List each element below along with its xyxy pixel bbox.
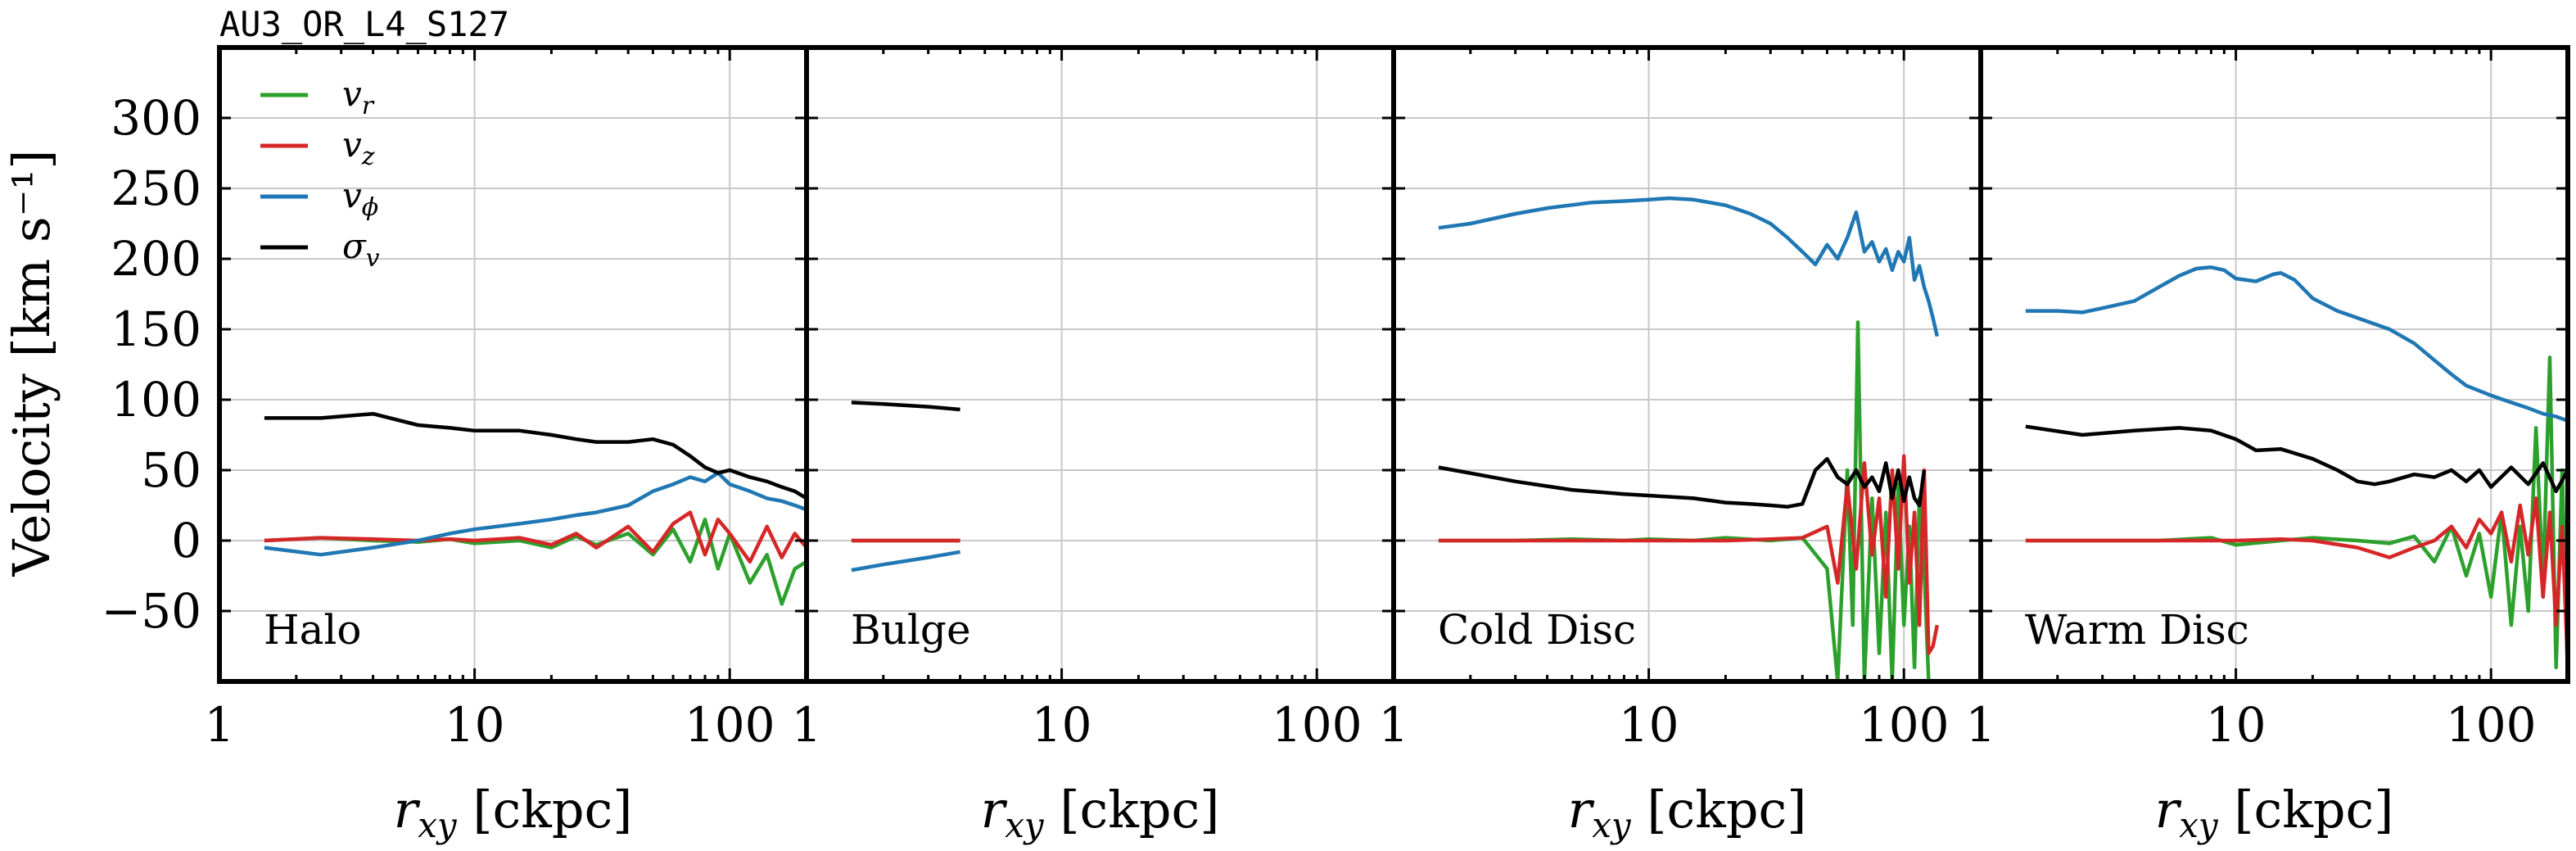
y-tick-label: 250 bbox=[111, 161, 201, 216]
panel-frame bbox=[1391, 45, 1983, 684]
series-line-v_z bbox=[2025, 496, 2568, 668]
series-group bbox=[851, 401, 960, 573]
y-tick-label: 300 bbox=[111, 90, 201, 146]
x-tick-label: 1 bbox=[792, 697, 822, 753]
x-axis-label: rxy [ckpc] bbox=[394, 780, 633, 845]
y-tick-label: 50 bbox=[141, 442, 201, 498]
series-line-v_z bbox=[1438, 454, 1940, 655]
panel-bulge: 1 10 100 Bulge rxy [ckpc] bbox=[792, 45, 1396, 845]
y-tick-label: 200 bbox=[111, 231, 201, 287]
panel-frame bbox=[804, 45, 1396, 684]
x-tick-label: 1 bbox=[1966, 697, 1996, 753]
series-group bbox=[1438, 196, 1940, 681]
panel-label: Bulge bbox=[851, 606, 971, 654]
panel-frame bbox=[217, 45, 809, 684]
gridlines bbox=[806, 48, 1394, 681]
x-axis-label: rxy [ckpc] bbox=[2155, 780, 2394, 845]
series-group bbox=[264, 411, 807, 606]
x-tick-label: 10 bbox=[1619, 697, 1679, 753]
y-axis-label: Velocity [km s⁻¹] bbox=[2, 150, 61, 577]
x-tick-label: 10 bbox=[2206, 697, 2266, 753]
x-tick-label: 100 bbox=[1272, 697, 1363, 753]
y-tick-label: 0 bbox=[171, 513, 201, 568]
x-tick-label: 100 bbox=[685, 697, 775, 753]
panel-label: Warm Disc bbox=[2025, 606, 2249, 654]
series-line-sigma_v bbox=[1438, 456, 1927, 509]
series-group bbox=[2025, 265, 2568, 681]
panel-frame bbox=[1978, 45, 2570, 684]
x-tick-label: 10 bbox=[1032, 697, 1092, 753]
x-tick-label: 10 bbox=[445, 697, 505, 753]
y-tick-label: 150 bbox=[111, 301, 201, 357]
legend-label-sigma_v: σv bbox=[342, 226, 380, 273]
series-line-v_phi bbox=[2025, 265, 2568, 423]
series-line-v_phi bbox=[264, 471, 807, 557]
y-tick-label: 100 bbox=[111, 372, 201, 428]
gridlines bbox=[219, 48, 807, 681]
panel-cold-disc: 1 10 100 Cold Disc rxy [ckpc] bbox=[1379, 45, 1983, 845]
series-line-v_phi bbox=[1438, 196, 1939, 337]
series-line-v_z bbox=[264, 510, 807, 564]
panel-warm-disc: 1 10 100 Warm Disc rxy [ckpc] bbox=[1966, 45, 2570, 845]
x-tick-label: 1 bbox=[205, 697, 235, 753]
panel-label: Halo bbox=[264, 606, 362, 654]
x-axis-label: rxy [ckpc] bbox=[981, 780, 1220, 845]
y-tick-label: −50 bbox=[102, 583, 201, 639]
figure-title: AU3_OR_L4_S127 bbox=[219, 4, 509, 44]
gridlines bbox=[1980, 48, 2568, 681]
x-tick-label: 100 bbox=[2446, 697, 2537, 753]
series-line-v_phi bbox=[851, 550, 960, 573]
x-tick-label: 100 bbox=[1859, 697, 1950, 753]
x-tick-label: 1 bbox=[1379, 697, 1409, 753]
series-line-sigma_v bbox=[2025, 424, 2568, 494]
series-line-sigma_v bbox=[264, 411, 807, 500]
legend-label-v_z: vz bbox=[342, 124, 375, 171]
series-line-v_r bbox=[264, 517, 807, 606]
gridlines bbox=[1393, 48, 1981, 681]
series-line-sigma_v bbox=[851, 401, 960, 412]
panel-halo: 1 10 100 −50 0 50 100 150 200 250 300 Halo rxy [ckpc… bbox=[102, 45, 809, 845]
legend-label-v_phi: vϕ bbox=[342, 175, 378, 222]
legend-label-v_r: vr bbox=[342, 74, 375, 120]
panel-label: Cold Disc bbox=[1438, 606, 1636, 654]
panels: 1 10 100 −50 0 50 100 150 200 250 300 Halo rxy [ckpc… bbox=[102, 45, 2570, 845]
x-axis-label: rxy [ckpc] bbox=[1568, 780, 1807, 845]
